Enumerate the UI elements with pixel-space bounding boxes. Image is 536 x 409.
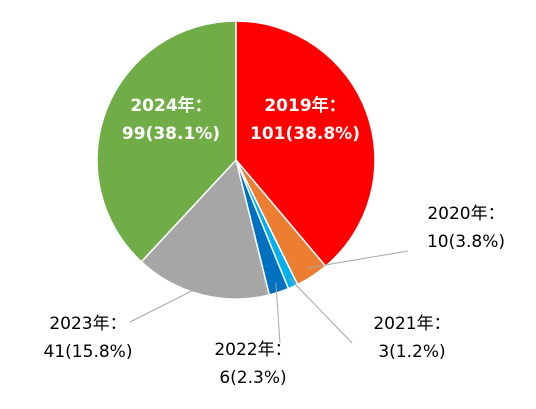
slice-label-2: 2020年： 10(3.8%) [427, 204, 505, 252]
slice-label-4: 2022年： 6(2.3%) [214, 340, 291, 388]
slice-label-year: 2024年： [130, 95, 211, 116]
leader-line-2 [306, 250, 409, 269]
slice-label-year: 2019年： [264, 95, 345, 116]
slice-label-3: 2021年： 3(1.2%) [373, 314, 450, 362]
slice-label-value: 99(38.1%) [122, 124, 220, 144]
leader-line-5 [129, 284, 204, 323]
pie-slice-1 [235, 20, 376, 268]
slice-label-value: 6(2.3%) [219, 368, 286, 388]
slice-label-1: 2019年： 101(38.8%) [250, 95, 360, 144]
slice-label-value: 41(15.8%) [44, 342, 133, 362]
slice-label-6: 2024年： 99(38.1%) [122, 95, 220, 144]
pie-slice-5 [140, 158, 271, 300]
slice-label-year: 2020年： [427, 204, 504, 224]
slice-label-value: 10(3.8%) [427, 232, 505, 252]
slice-label-5: 2023年： 41(15.8%) [44, 314, 133, 362]
leader-line-4 [275, 282, 281, 344]
pie-slice-6 [96, 20, 237, 263]
slice-label-year: 2022年： [214, 340, 291, 360]
leader-line-3 [288, 277, 353, 344]
slice-label-value: 3(1.2%) [378, 342, 445, 362]
slice-label-year: 2023年： [49, 314, 126, 334]
slice-label-value: 101(38.8%) [250, 124, 360, 144]
slice-label-year: 2021年： [373, 314, 450, 334]
